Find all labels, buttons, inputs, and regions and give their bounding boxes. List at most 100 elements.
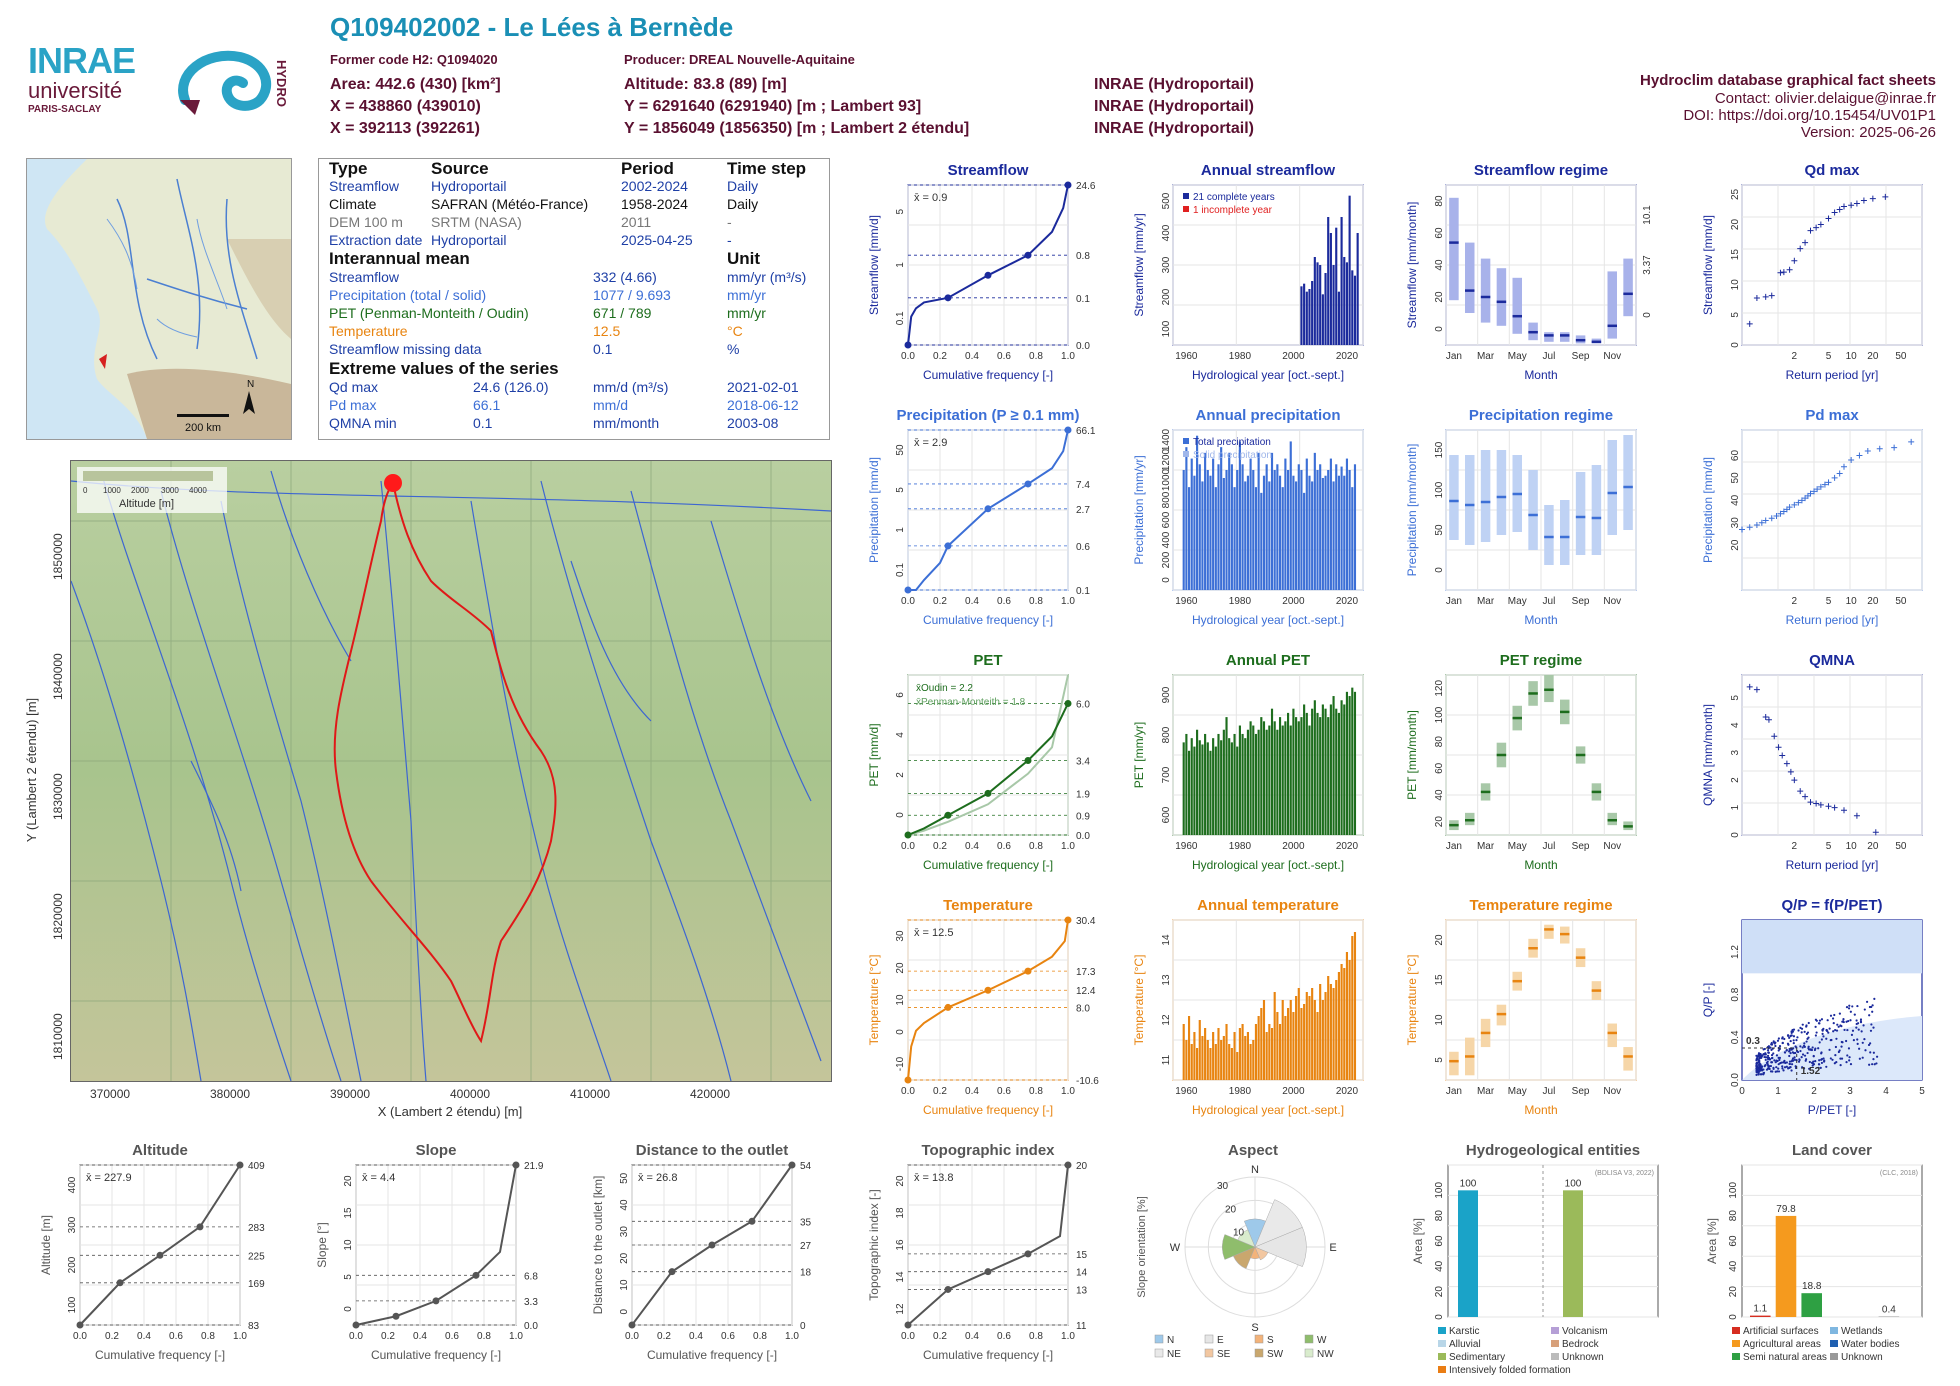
data-point [1853, 200, 1860, 207]
x-axis-label: P/PET [-] [1808, 1103, 1856, 1117]
value-label: 18.8 [1802, 1281, 1822, 1292]
legend-tick: 4000 [189, 486, 207, 495]
y-tick: 30 [1730, 517, 1741, 529]
bar [1351, 687, 1354, 835]
data-point [1832, 1022, 1835, 1025]
x-tick: 0.4 [689, 1331, 703, 1342]
data-point [1876, 445, 1883, 452]
data-point [1864, 1049, 1867, 1052]
range-box [1560, 500, 1570, 565]
bar [1327, 470, 1330, 590]
contact[interactable]: Contact: olivier.delaigue@inrae.fr [1714, 90, 1936, 107]
series-line [907, 1164, 1069, 1326]
altitude-cdf-chart: Altitude Cumulative frequency [-] Altitude… [39, 1142, 265, 1362]
data-point [1746, 524, 1753, 531]
bar [1316, 262, 1319, 345]
data-point [1793, 1056, 1796, 1059]
precip-regime-chart: Precipitation regime Month Precipitation [… [1405, 407, 1637, 627]
bar [1233, 733, 1236, 835]
data-point [1817, 801, 1824, 808]
data-point [1855, 1026, 1858, 1029]
y-tick: 0 [1161, 577, 1172, 583]
legend-swatch [1204, 1348, 1214, 1358]
data-point [1811, 488, 1818, 495]
plot-frame [1741, 1164, 1923, 1318]
legend-label: S [1267, 1335, 1274, 1346]
bar [1458, 1190, 1478, 1317]
range-box [1496, 268, 1507, 326]
bar [1345, 952, 1349, 1080]
pd-max-chart: Pd max Return period [yr] Precipitation [m… [1701, 407, 1923, 627]
data-point [1856, 1042, 1859, 1045]
data-point [1807, 490, 1814, 497]
y-lambert2: Y = 1856049 (1856350) [m ; Lambert 2 éte… [624, 120, 970, 137]
x-tick: Jul [1543, 1086, 1556, 1097]
bar [1182, 742, 1185, 835]
y-tick: 100 [1161, 320, 1172, 337]
data-point [1863, 1038, 1866, 1041]
bar [1230, 464, 1233, 590]
bar [1187, 750, 1191, 835]
data-point [1795, 1046, 1798, 1049]
map-xlabel: X (Lambert 2 étendu) [m] [378, 1104, 523, 1119]
data-point [1863, 1008, 1866, 1011]
row-step: - [727, 232, 732, 248]
bar [1249, 458, 1252, 590]
extreme-unit: mm/d (m³/s) [593, 379, 669, 395]
y-tick: 80 [1434, 1210, 1445, 1222]
range-box [1480, 450, 1491, 542]
bar [1332, 265, 1335, 345]
bar [1278, 1024, 1282, 1080]
y-tick: 10 [343, 1239, 354, 1251]
temp-regime-chart: Temperature regime Month Temperature [°C] J… [1405, 897, 1637, 1117]
mean-label: x̄ = 0.9 [914, 192, 947, 204]
range-box [1607, 271, 1617, 339]
extreme-unit: mm/month [593, 415, 660, 431]
y-tick: 10 [895, 994, 906, 1006]
data-point [1838, 1049, 1841, 1052]
x-tick: Mar [1477, 351, 1495, 362]
bar [1281, 1000, 1284, 1080]
range-box [1465, 455, 1475, 545]
y-tick: 500 [1161, 192, 1172, 209]
bar [1321, 294, 1324, 345]
bar [1220, 1040, 1223, 1080]
data-point [1788, 1062, 1791, 1065]
temp-fdc-chart: Temperature Cumulative frequency [-] Tempe… [867, 897, 1099, 1117]
data-point [1848, 202, 1855, 209]
legend-label: Sedimentary [1449, 1352, 1505, 1363]
y-tick: 40 [1434, 1260, 1445, 1272]
doi-link[interactable]: DOI: https://doi.org/10.15454/UV01P1 [1683, 107, 1936, 124]
bar [1254, 733, 1258, 835]
bar [1238, 441, 1241, 590]
map-y-axis: 1810000 1820000 1830000 1840000 1850000 … [24, 533, 65, 1060]
x-tick: 2 [1792, 351, 1798, 362]
plot-frame [1447, 1164, 1659, 1318]
bar [1244, 481, 1247, 590]
data-point [1766, 1062, 1769, 1065]
data-point [1780, 1061, 1783, 1064]
x-tick: 2 [1811, 1086, 1817, 1097]
right-tick: 54 [800, 1161, 812, 1172]
data-point [1833, 1013, 1836, 1017]
data-point [1791, 257, 1798, 264]
y-tick: -10 [895, 1056, 906, 1071]
bar [1335, 227, 1338, 345]
mean-unit: mm/yr [727, 305, 766, 321]
bar [1289, 441, 1292, 590]
data-point [1790, 1031, 1793, 1035]
pet-fdc-chart: PET Cumulative frequency [-] PET [mm/d] 0.0… [867, 652, 1090, 872]
y-tick: 800 [1161, 726, 1172, 743]
data-point [1825, 215, 1832, 222]
bar [1295, 717, 1298, 835]
map-ytick: 1840000 [51, 653, 65, 700]
data-point [1818, 1019, 1822, 1022]
row-period: 2025-04-25 [621, 232, 693, 248]
data-point [1753, 522, 1760, 529]
db-title: Hydroclim database graphical fact sheets [1640, 72, 1936, 89]
data-point [1787, 1067, 1790, 1070]
right-tick: 2.7 [1076, 505, 1090, 516]
bar [1801, 1293, 1822, 1317]
bar [1217, 464, 1220, 590]
y-tick: 0.1 [895, 311, 906, 325]
